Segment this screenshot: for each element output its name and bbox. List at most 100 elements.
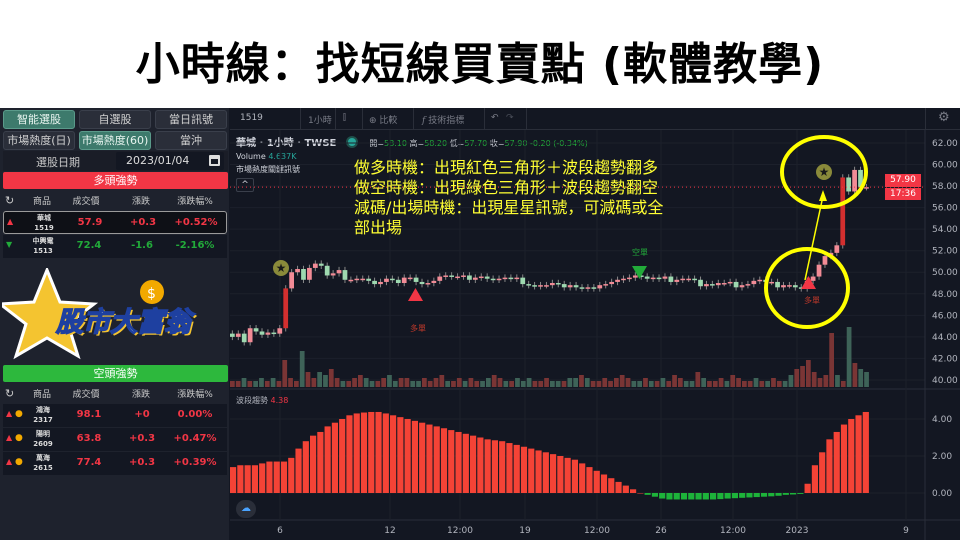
tab-daily-signals[interactable]: 當日訊號 — [155, 110, 227, 129]
col-change: 漲跌 — [131, 197, 150, 207]
logo-star-icon: $ — [2, 268, 164, 360]
wave-bar — [317, 431, 324, 493]
price-axis-tick: 44.00 — [932, 333, 958, 343]
tab-market-heat-60[interactable]: 市場熱度(60) — [79, 131, 151, 150]
volume-bar — [689, 381, 695, 387]
wave-bar — [550, 454, 557, 493]
candle — [372, 280, 377, 285]
time-axis-tick: 2023 — [786, 526, 809, 536]
volume-bar — [404, 378, 410, 387]
volume-bar — [387, 375, 392, 387]
volume-bar — [823, 375, 829, 387]
volume-bar — [282, 360, 288, 387]
volume-bar — [707, 381, 712, 387]
wave-bar — [353, 413, 360, 493]
wave-axis-tick: 4.00 — [932, 415, 952, 425]
stock-row[interactable]: ▼ 中興電 1513 72.4 -1.6 -2.16% — [3, 235, 227, 258]
wave-bar — [426, 424, 433, 493]
wave-bar — [746, 493, 753, 498]
stock-row[interactable]: ▲ ● 萬海 2615 77.4 +0.3 +0.39% — [3, 452, 227, 475]
price-axis-tick: 46.00 — [932, 311, 958, 321]
time-axis-tick: 12:00 — [720, 526, 746, 536]
candle — [271, 332, 277, 335]
settings-gear-icon[interactable]: ⚙ — [938, 110, 950, 125]
candle — [721, 283, 727, 285]
candle-type-icon[interactable]: ⫿ — [343, 113, 346, 123]
tab-market-heat-day[interactable]: 市場熱度(日) — [3, 131, 75, 150]
undo-icon[interactable]: ↶ — [491, 113, 499, 123]
volume-bar — [433, 378, 439, 387]
wave-bar — [455, 431, 462, 493]
candle — [864, 187, 869, 189]
interval-button[interactable]: 1小時 — [308, 116, 332, 126]
wave-bar — [651, 493, 658, 497]
market-status-icon — [347, 138, 356, 146]
volume-bar — [695, 372, 701, 387]
volume-bar — [456, 378, 462, 387]
stock-row[interactable]: ▲ ● 陽明 2609 63.8 +0.3 +0.47% — [3, 428, 227, 451]
date-picker[interactable]: 2023/01/04 — [116, 152, 224, 170]
candle — [324, 265, 330, 276]
volume-bar — [625, 378, 631, 387]
stock-row[interactable]: ▲ ● 鴻海 2317 98.1 +0 0.00% — [3, 404, 227, 427]
wave-bar — [593, 470, 600, 493]
volume-bar — [573, 378, 579, 387]
candle — [555, 283, 561, 285]
tab-daytrade[interactable]: 當沖 — [155, 131, 227, 150]
candle — [739, 285, 745, 288]
tab-watchlist[interactable]: 自選股 — [79, 110, 151, 129]
chart-logo-icon[interactable]: ☁ — [236, 500, 256, 518]
redo-icon[interactable]: ↷ — [506, 113, 514, 123]
star-signal-icon — [816, 164, 832, 180]
wave-bar — [491, 440, 498, 493]
refresh-icon[interactable]: ↻ — [5, 387, 15, 400]
triangle-up-icon: ▲ — [7, 217, 14, 226]
wave-axis-tick: 0.00 — [932, 489, 952, 499]
volume-bar — [474, 381, 480, 387]
volume-bar — [724, 381, 730, 387]
candle — [644, 276, 650, 279]
indicator-label: 市場熱度關鍵訊號 — [236, 165, 300, 174]
candle — [792, 285, 798, 288]
volume-bar — [427, 381, 433, 387]
candle — [632, 275, 638, 278]
volume-bar — [794, 369, 800, 387]
volume-bar — [375, 381, 381, 387]
volume-bar — [555, 381, 561, 387]
calendar-icon[interactable] — [209, 155, 220, 166]
time-axis-tick: 19 — [519, 526, 531, 536]
time-axis-tick: 12 — [384, 526, 395, 536]
stock-row[interactable]: ▲ 華城 1519 57.9 +0.3 +0.52% — [3, 211, 227, 234]
tab-smart-screener[interactable]: 智能選股 — [3, 110, 75, 129]
candle — [745, 284, 751, 286]
price-axis-tick: 50.00 — [932, 268, 958, 278]
arrow-line — [804, 195, 824, 281]
wave-bar — [535, 450, 542, 493]
chart-area[interactable]: 1519 1小時 ⫿ ⊕ 比較 f 技術指標 ↶ ↷ ⚙ 華城 · 1小時 · … — [230, 108, 960, 540]
candle — [360, 278, 366, 281]
wave-bar — [826, 439, 833, 493]
wave-bar — [855, 415, 862, 493]
wave-bar — [717, 493, 724, 500]
candle — [247, 328, 253, 343]
volume-bar — [817, 378, 823, 387]
candle — [650, 277, 656, 280]
wave-bar — [302, 441, 309, 493]
volume-bar — [579, 375, 584, 387]
wave-bar — [520, 446, 528, 493]
volume-bar — [550, 381, 555, 387]
refresh-icon[interactable]: ↻ — [5, 194, 15, 207]
indicators-button[interactable]: f 技術指標 — [422, 113, 464, 126]
volume-bar — [515, 378, 520, 387]
candle — [312, 263, 318, 268]
wave-bar — [848, 419, 855, 493]
price-axis-tick: 40.00 — [932, 376, 958, 386]
candle — [710, 284, 715, 286]
wave-bar — [833, 431, 840, 493]
wave-indicator-label: 波段趨勢 4.38 — [236, 396, 289, 405]
volume-bar — [701, 378, 707, 387]
compare-button[interactable]: ⊕ 比較 — [369, 113, 397, 126]
symbol-input[interactable]: 1519 — [240, 113, 263, 123]
candle — [508, 277, 514, 280]
collapse-legend-button[interactable]: ^ — [236, 178, 254, 192]
